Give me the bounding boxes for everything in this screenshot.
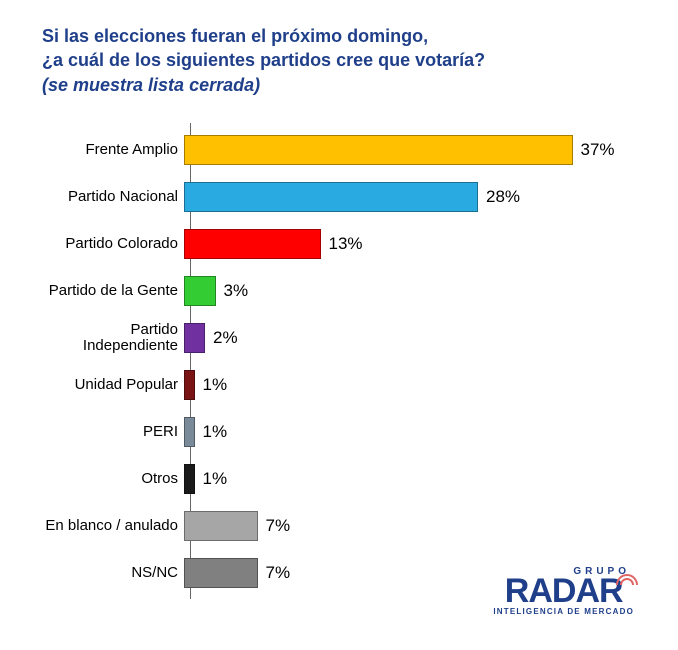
chart-row: Unidad Popular 1%: [42, 366, 646, 405]
chart-row: Partido de la Gente 3%: [42, 272, 646, 311]
bar-zone: 7%: [184, 511, 646, 541]
chart-row: Partido Nacional 28%: [42, 178, 646, 217]
category-label: Partido de la Gente: [42, 283, 184, 300]
category-label: PERI: [42, 424, 184, 441]
radar-arc-icon: [616, 574, 638, 586]
category-label: Partido Nacional: [42, 189, 184, 206]
chart-row: Partido Colorado 13%: [42, 225, 646, 264]
category-label: Partido Independiente: [42, 322, 184, 355]
bar: [184, 558, 258, 588]
category-label: Frente Amplio: [42, 142, 184, 159]
bar-zone: 3%: [184, 276, 646, 306]
grupo-radar-logo: GRUPO RADAR INTELIGENCIA DE MERCADO: [493, 566, 634, 616]
value-label: 37%: [581, 140, 615, 160]
title-line-1: Si las elecciones fueran el próximo domi…: [42, 24, 646, 48]
bar: [184, 276, 216, 306]
title-line-2: ¿a cuál de los siguientes partidos cree …: [42, 48, 646, 72]
chart-row: Partido Independiente 2%: [42, 319, 646, 358]
bar-zone: 1%: [184, 370, 646, 400]
title-sub: (se muestra lista cerrada): [42, 73, 646, 97]
value-label: 13%: [329, 234, 363, 254]
bar-zone: 2%: [184, 323, 646, 353]
chart-row: Otros 1%: [42, 460, 646, 499]
chart-row: PERI 1%: [42, 413, 646, 452]
chart-row: En blanco / anulado 7%: [42, 507, 646, 546]
value-label: 3%: [224, 281, 249, 301]
bar: [184, 229, 321, 259]
category-label: Partido Colorado: [42, 236, 184, 253]
logo-radar-text: RADAR: [493, 577, 634, 606]
category-label: En blanco / anulado: [42, 518, 184, 535]
category-label: Unidad Popular: [42, 377, 184, 394]
bar-zone: 1%: [184, 464, 646, 494]
value-label: 7%: [266, 516, 291, 536]
bar-zone: 1%: [184, 417, 646, 447]
bar-zone: 28%: [184, 182, 646, 212]
bar: [184, 182, 478, 212]
bar: [184, 135, 573, 165]
poll-bar-chart: Frente Amplio37%Partido Nacional28%Parti…: [42, 131, 646, 593]
bar: [184, 511, 258, 541]
chart-row: Frente Amplio 37%: [42, 131, 646, 170]
category-label: Otros: [42, 471, 184, 488]
bar: [184, 464, 195, 494]
bar: [184, 370, 195, 400]
value-label: 7%: [266, 563, 291, 583]
bar-zone: 13%: [184, 229, 646, 259]
value-label: 28%: [486, 187, 520, 207]
logo-radar-word: RADAR: [505, 572, 623, 610]
chart-title-block: Si las elecciones fueran el próximo domi…: [42, 24, 646, 97]
bar: [184, 323, 205, 353]
value-label: 2%: [213, 328, 238, 348]
value-label: 1%: [203, 375, 228, 395]
category-label: NS/NC: [42, 565, 184, 582]
bar: [184, 417, 195, 447]
bar-zone: 37%: [184, 135, 646, 165]
value-label: 1%: [203, 422, 228, 442]
value-label: 1%: [203, 469, 228, 489]
